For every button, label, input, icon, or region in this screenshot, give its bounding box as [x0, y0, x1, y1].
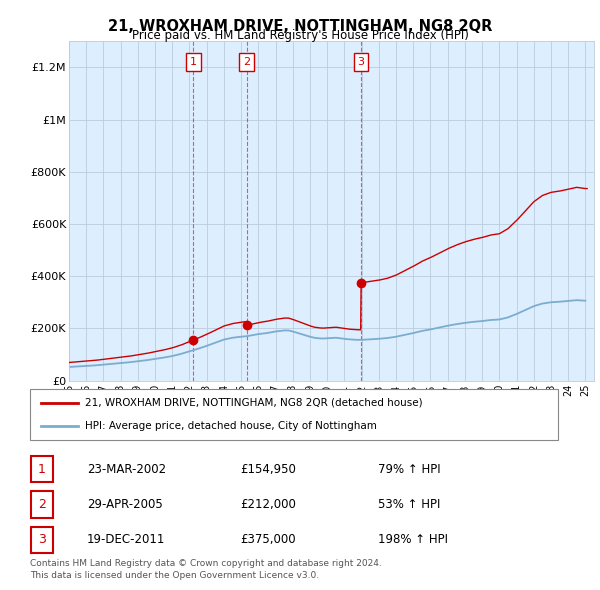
- Text: 79% ↑ HPI: 79% ↑ HPI: [378, 463, 440, 476]
- Text: 21, WROXHAM DRIVE, NOTTINGHAM, NG8 2QR (detached house): 21, WROXHAM DRIVE, NOTTINGHAM, NG8 2QR (…: [85, 398, 423, 408]
- FancyBboxPatch shape: [31, 491, 53, 518]
- FancyBboxPatch shape: [31, 526, 53, 553]
- FancyBboxPatch shape: [30, 389, 558, 440]
- Text: 198% ↑ HPI: 198% ↑ HPI: [378, 533, 448, 546]
- Text: HPI: Average price, detached house, City of Nottingham: HPI: Average price, detached house, City…: [85, 421, 377, 431]
- Text: 2: 2: [38, 498, 46, 511]
- Text: 3: 3: [38, 533, 46, 546]
- Text: 3: 3: [358, 57, 364, 67]
- Text: Contains HM Land Registry data © Crown copyright and database right 2024.: Contains HM Land Registry data © Crown c…: [30, 559, 382, 568]
- Text: 21, WROXHAM DRIVE, NOTTINGHAM, NG8 2QR: 21, WROXHAM DRIVE, NOTTINGHAM, NG8 2QR: [108, 19, 492, 34]
- Text: Price paid vs. HM Land Registry's House Price Index (HPI): Price paid vs. HM Land Registry's House …: [131, 30, 469, 42]
- Text: £212,000: £212,000: [240, 498, 296, 511]
- FancyBboxPatch shape: [31, 455, 53, 483]
- Text: 1: 1: [190, 57, 197, 67]
- Text: £154,950: £154,950: [240, 463, 296, 476]
- Text: £375,000: £375,000: [240, 533, 296, 546]
- Text: 29-APR-2005: 29-APR-2005: [87, 498, 163, 511]
- Text: 19-DEC-2011: 19-DEC-2011: [87, 533, 166, 546]
- Text: 53% ↑ HPI: 53% ↑ HPI: [378, 498, 440, 511]
- Text: 2: 2: [243, 57, 250, 67]
- Text: This data is licensed under the Open Government Licence v3.0.: This data is licensed under the Open Gov…: [30, 571, 319, 579]
- Text: 1: 1: [38, 463, 46, 476]
- Text: 23-MAR-2002: 23-MAR-2002: [87, 463, 166, 476]
